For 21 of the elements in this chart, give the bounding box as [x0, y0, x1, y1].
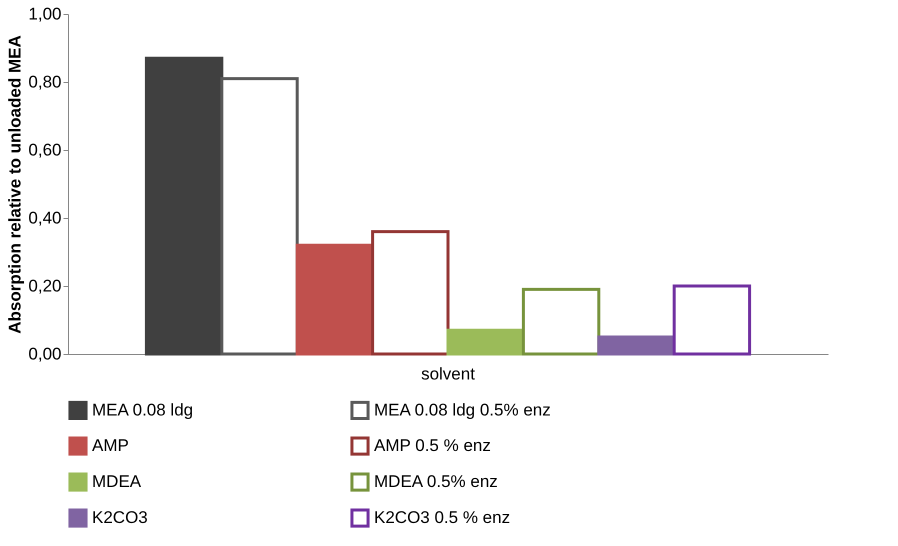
x-tick-label: solvent: [421, 364, 476, 384]
y-tick-label: 0,60: [28, 140, 62, 160]
bar: [522, 288, 600, 356]
legend-label: AMP: [92, 436, 129, 455]
y-tick-label: 0,20: [28, 276, 62, 296]
y-tick-label: 0,40: [28, 208, 62, 228]
bar: [144, 56, 224, 356]
bar: [371, 230, 450, 356]
legend-label: MDEA: [92, 472, 142, 491]
y-tick-label: 0,00: [28, 344, 62, 364]
bar: [672, 284, 752, 356]
legend-label: AMP 0.5 % enz: [374, 436, 491, 455]
y-tick-label: 1,00: [28, 4, 62, 24]
legend-label: K2CO3 0.5 % enz: [374, 508, 510, 527]
y-axis-title: Absorption relative to unloaded MEA: [5, 35, 24, 334]
legend-label: MDEA 0.5% enz: [374, 472, 498, 491]
legend-label: K2CO3: [92, 508, 148, 527]
legend-label: MEA 0.08 ldg: [92, 400, 194, 420]
bar: [220, 77, 299, 356]
y-tick-label: 0,80: [28, 72, 62, 92]
legend-label: MEA 0.08 ldg 0.5% enz: [374, 400, 551, 420]
